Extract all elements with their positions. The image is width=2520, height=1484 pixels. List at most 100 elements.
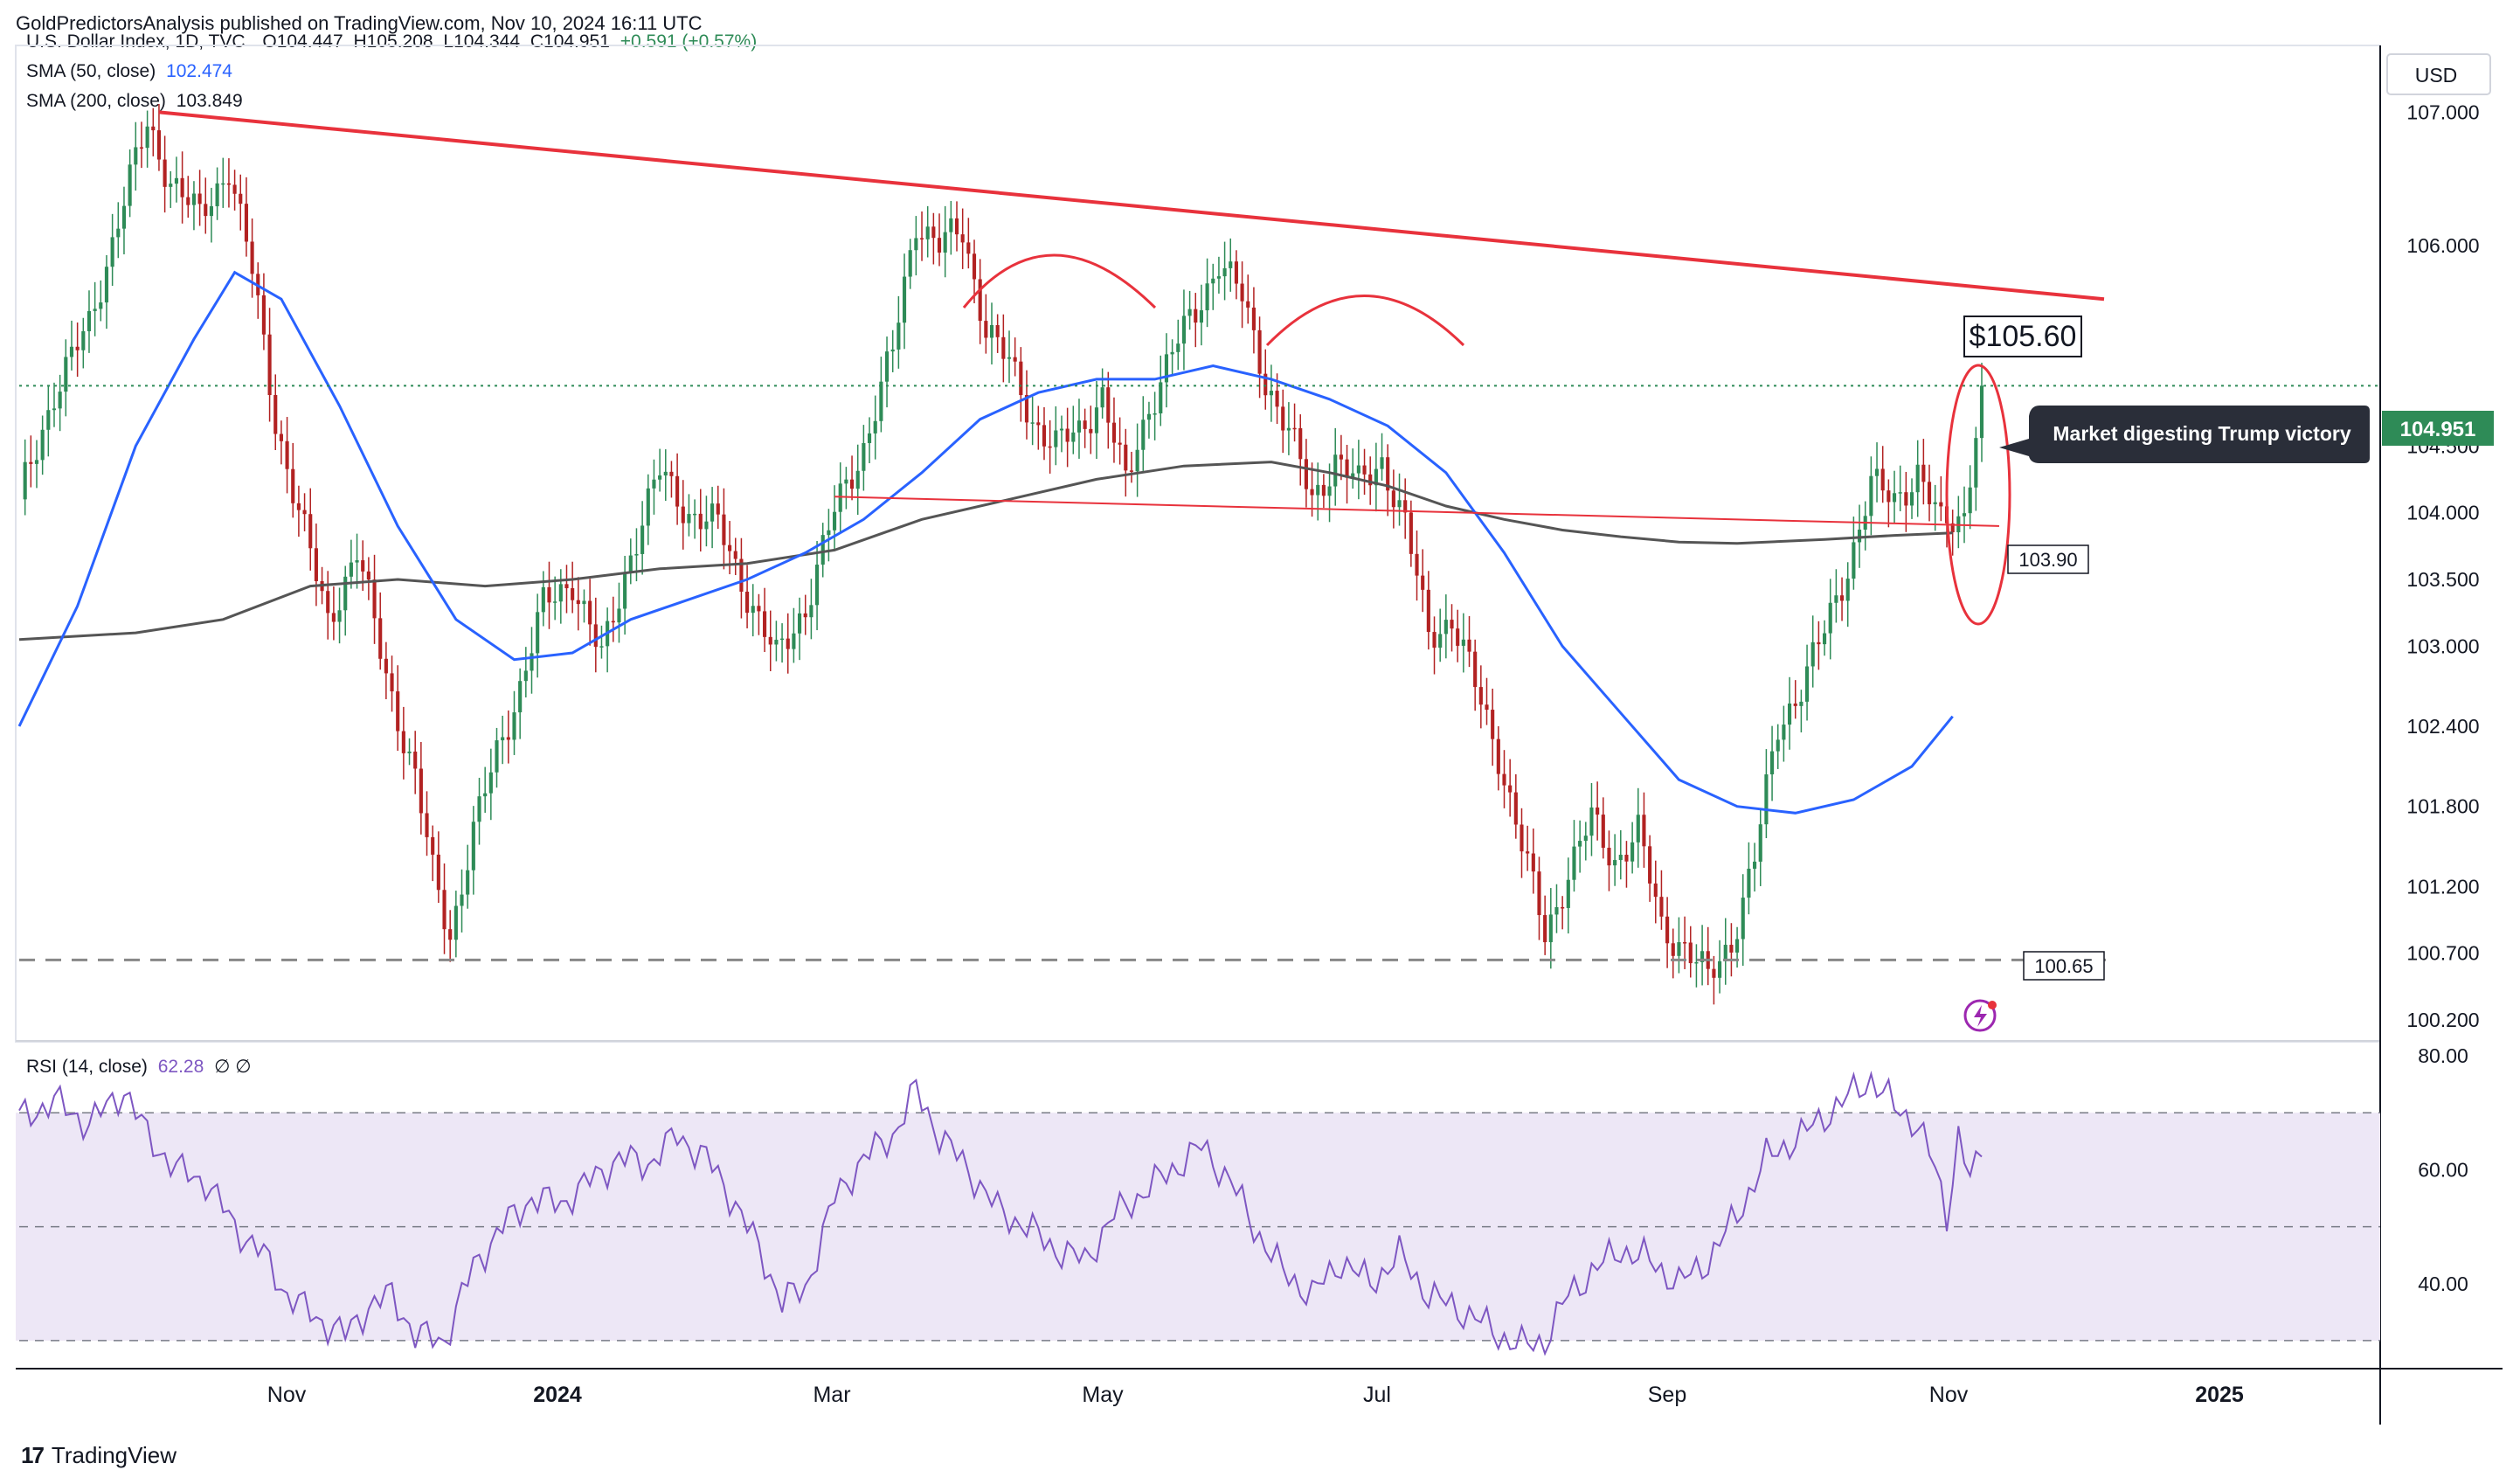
candle-body <box>1089 428 1093 433</box>
rsi-legend[interactable]: RSI (14, close) 62.28 ∅ ∅ <box>26 1056 252 1078</box>
candle-body <box>226 183 231 185</box>
symbol-legend[interactable]: U.S. Dollar Index, 1D, TVC O104.447 H105… <box>26 31 757 52</box>
candle-body <box>1286 427 1291 431</box>
candle-body <box>1834 595 1838 603</box>
target-label-box[interactable]: $105.60 <box>1963 316 2082 357</box>
candle-body <box>890 349 895 352</box>
candle-body <box>1269 391 1273 396</box>
candle-body <box>139 147 144 149</box>
candle-body <box>1030 422 1035 424</box>
candle-body <box>1624 854 1629 862</box>
candle-body <box>1758 824 1762 862</box>
high-value: H105.208 <box>353 31 433 52</box>
candle-body <box>267 334 272 395</box>
candle-body <box>1718 960 1722 978</box>
candle-body <box>1467 639 1471 652</box>
candle-body <box>1403 500 1408 513</box>
candle-body <box>792 633 796 649</box>
candle-body <box>1065 428 1070 442</box>
candle-body <box>599 646 604 648</box>
sma200-legend[interactable]: SMA (200, close) 103.849 <box>26 91 243 112</box>
candle-body <box>1968 487 1972 514</box>
candle-body <box>1653 883 1658 898</box>
candle-body <box>1438 634 1443 648</box>
candle-body <box>1508 785 1513 793</box>
callout[interactable]: Market digesting Trump victory <box>1999 406 2370 463</box>
candle-body <box>1502 773 1506 786</box>
tradingview-logo[interactable]: 17 TradingView <box>21 1442 177 1469</box>
candle-body <box>250 241 254 274</box>
candle-body <box>558 584 563 602</box>
candle-body <box>46 410 51 430</box>
candle-body <box>576 600 580 605</box>
candle-body <box>582 600 586 605</box>
candle-body <box>1950 523 1955 533</box>
support-label-box[interactable]: 103.90 <box>2007 544 2089 574</box>
candle-body <box>1205 283 1209 311</box>
candle-body <box>1712 968 1716 978</box>
currency-box[interactable]: USD <box>2386 53 2491 95</box>
candle-body <box>780 638 785 641</box>
candle-body <box>191 193 197 205</box>
candle-body <box>989 325 994 338</box>
candle-body <box>1671 943 1675 956</box>
upper-trendline[interactable] <box>158 110 2105 302</box>
price-tick-label: 107.000 <box>2406 101 2479 123</box>
candle-body <box>1828 602 1832 634</box>
candle-body <box>1601 815 1605 848</box>
candle-body <box>1048 446 1052 448</box>
candle-body <box>1024 395 1029 423</box>
candle-body <box>1240 283 1244 302</box>
candle-body <box>675 475 680 507</box>
candle-body <box>512 712 516 740</box>
candle-body <box>914 238 918 251</box>
candle-body <box>93 309 97 311</box>
candle-body <box>477 796 481 822</box>
candle-body <box>1345 459 1349 478</box>
candle-body <box>943 232 947 253</box>
candle-body <box>733 551 737 559</box>
candle-body <box>221 183 225 185</box>
candle-body <box>1304 459 1308 489</box>
candle-body <box>337 610 342 622</box>
candle-body <box>1683 942 1687 944</box>
candle-body <box>809 605 813 618</box>
candle-body <box>1839 595 1845 601</box>
candle-body <box>75 346 80 350</box>
candle-body <box>798 613 802 634</box>
candle-body <box>844 479 848 484</box>
candle-body <box>495 740 499 773</box>
candle-body <box>1473 651 1478 688</box>
candle-body <box>1187 309 1192 316</box>
candle-body <box>204 204 208 217</box>
time-axis-label: May <box>1082 1383 1124 1407</box>
replay-icon[interactable] <box>1963 999 1997 1032</box>
candle-body <box>1100 387 1104 408</box>
candle-body <box>716 503 720 515</box>
candle-body <box>1135 449 1139 472</box>
sma50-legend[interactable]: SMA (50, close) 102.474 <box>26 61 232 82</box>
candle-body <box>1164 354 1169 383</box>
candle-body <box>518 681 523 713</box>
candle-body <box>820 535 825 565</box>
sma50-line <box>17 270 1954 815</box>
candle-body <box>1397 500 1402 508</box>
candle-body <box>151 126 156 131</box>
candle-body <box>273 394 278 434</box>
last-price-badge[interactable]: 104.951 <box>2382 411 2494 446</box>
candle-body <box>669 471 674 476</box>
floor-label-box[interactable]: 100.65 <box>2023 951 2105 981</box>
candle-body <box>1979 385 1984 439</box>
neckline[interactable] <box>834 496 2000 527</box>
candle-body <box>571 588 575 600</box>
candle-body <box>314 548 318 581</box>
candle-body <box>1700 951 1705 962</box>
candle-body <box>1793 703 1797 706</box>
candle-body <box>564 584 569 589</box>
tradingview-mark-icon: 17 <box>21 1442 45 1468</box>
candle-body <box>215 183 219 206</box>
candle-body <box>1251 307 1256 330</box>
candle-body <box>541 586 545 613</box>
candle-body <box>145 126 149 149</box>
